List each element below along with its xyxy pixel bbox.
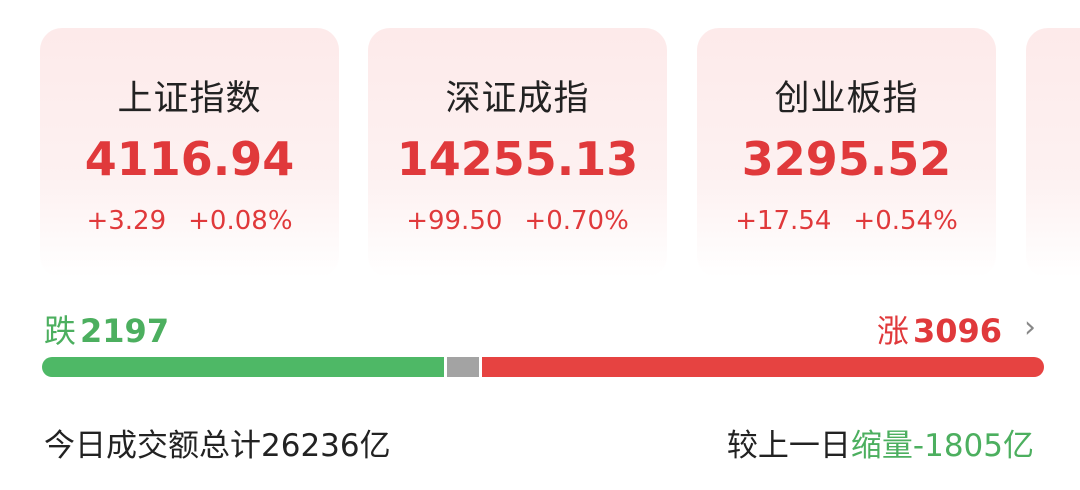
turnover-compare: 较上一日缩量-1805亿 <box>727 420 1034 465</box>
advancers-count[interactable]: 涨 3096 <box>877 306 1002 352</box>
index-change-pct: +0.08% <box>188 206 293 236</box>
advancers-bar <box>482 357 1044 377</box>
chevron-right-icon[interactable]: › <box>1024 310 1036 345</box>
compare-prefix: 较上一日 <box>726 428 851 464</box>
decliners-label: 跌 <box>44 312 77 350</box>
index-value: 4116.94 <box>84 132 295 186</box>
advancers-value: 3096 <box>912 312 1002 350</box>
decliners-bar <box>42 357 444 377</box>
index-value: 14255.13 <box>396 132 639 186</box>
flat-bar <box>447 357 479 377</box>
advancers-label: 涨 <box>876 312 909 350</box>
index-change-pct: +0.70% <box>524 206 629 236</box>
index-change-pct: +0.54% <box>853 206 958 236</box>
index-card-shenzhen[interactable]: 深证成指 14255.13 +99.50 +0.70% <box>368 28 667 278</box>
index-name: 上证指数 <box>117 79 262 119</box>
index-change: +99.50 <box>406 206 503 236</box>
index-change: +17.54 <box>735 206 832 236</box>
index-card-shanghai[interactable]: 上证指数 4116.94 +3.29 +0.08% <box>40 28 339 278</box>
index-name: 深证成指 <box>445 79 590 119</box>
index-card-partial[interactable] <box>1026 28 1080 278</box>
decliners-value: 2197 <box>80 312 170 350</box>
index-change: +3.29 <box>86 206 167 236</box>
decliners-count: 跌 2197 <box>44 306 169 352</box>
index-card-chinext[interactable]: 创业板指 3295.52 +17.54 +0.54% <box>697 28 996 278</box>
turnover-total: 今日成交额总计26236亿 <box>44 428 391 464</box>
index-value: 3295.52 <box>741 132 952 186</box>
index-name: 创业板指 <box>774 79 919 119</box>
compare-value: 缩量-1805亿 <box>850 428 1034 464</box>
